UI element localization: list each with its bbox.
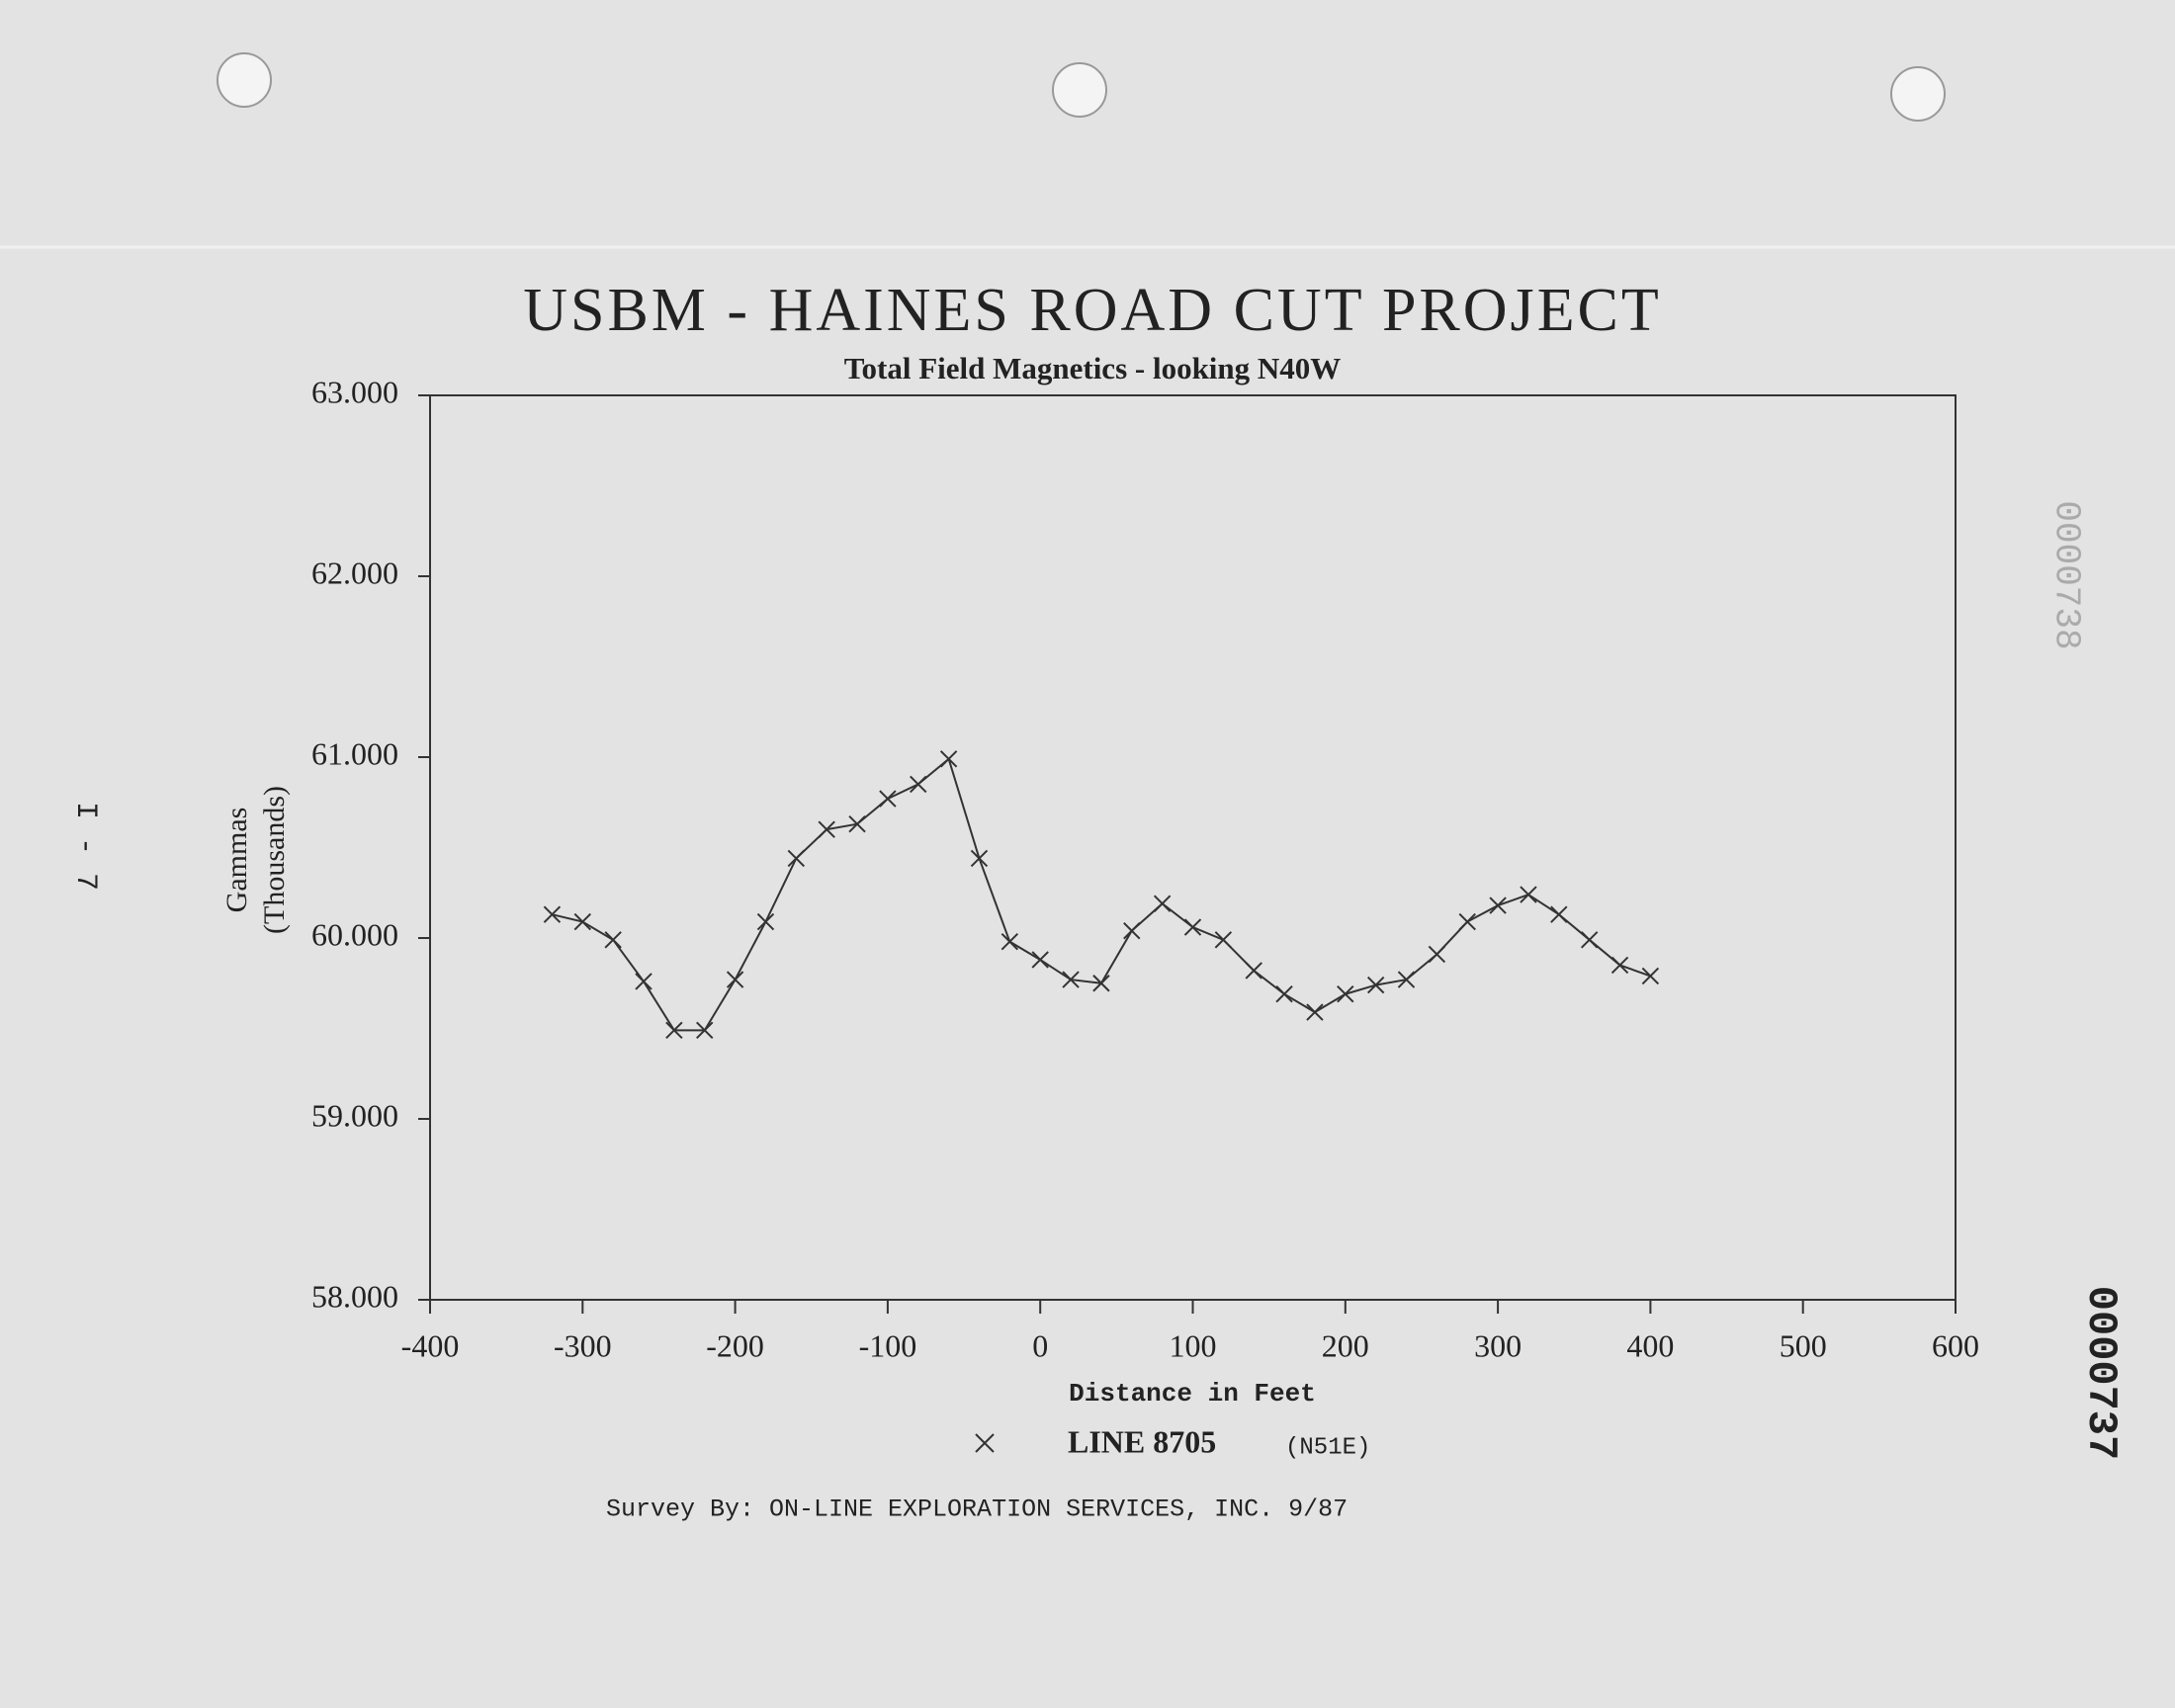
point-marker	[1306, 1003, 1324, 1021]
point-marker	[1580, 931, 1599, 949]
y-tick-label: 59.000	[311, 1097, 398, 1133]
point-marker	[635, 973, 652, 990]
x-tick-label: 300	[1474, 1327, 1522, 1363]
stamp: 0000738	[2045, 500, 2086, 649]
point-marker	[1337, 985, 1354, 1003]
point-marker	[848, 815, 866, 833]
point-marker	[1428, 945, 1446, 964]
point-marker	[1520, 886, 1537, 903]
x-tick-label: 200	[1322, 1327, 1369, 1363]
point-marker	[787, 849, 806, 868]
point-marker	[1550, 905, 1568, 923]
point-marker	[1489, 897, 1507, 914]
point-marker	[818, 820, 835, 838]
point-marker	[1062, 971, 1080, 988]
point-marker	[1123, 921, 1141, 940]
punch-hole	[217, 52, 272, 108]
point-marker	[573, 912, 592, 931]
point-marker	[1641, 967, 1660, 985]
point-marker	[879, 790, 897, 808]
point-marker	[1275, 985, 1293, 1003]
point-marker	[543, 905, 562, 923]
chart-subtitle: Total Field Magnetics - looking N40W	[844, 351, 1342, 385]
point-marker	[1183, 918, 1202, 936]
point-marker	[1610, 956, 1629, 975]
point-marker	[1000, 932, 1019, 951]
y-axis-label: (Thousands)	[258, 786, 291, 934]
y-tick-label: 63.000	[311, 374, 398, 409]
point-marker	[696, 1021, 714, 1040]
x-tick-label: 500	[1780, 1327, 1827, 1363]
x-tick-label: 0	[1032, 1327, 1048, 1363]
point-marker	[1366, 976, 1385, 994]
punch-hole	[1890, 66, 1946, 122]
y-axis-label: Gammas	[220, 808, 253, 913]
point-marker	[1458, 912, 1476, 931]
chart-title: USBM - HAINES ROAD CUT PROJECT	[523, 277, 1662, 344]
point-marker	[1397, 971, 1416, 988]
x-axis-label: Distance in Feet	[1069, 1379, 1316, 1409]
point-marker	[726, 971, 744, 988]
y-tick-label: 62.000	[311, 555, 398, 590]
stamp: 0000737	[2077, 1286, 2125, 1460]
point-marker	[1031, 951, 1049, 969]
y-tick-label: 58.000	[311, 1278, 398, 1314]
legend-marker	[975, 1433, 995, 1453]
point-marker	[1214, 931, 1233, 949]
point-marker	[756, 912, 775, 931]
footer: Survey By: ON-LINE EXPLORATION SERVICES,…	[606, 1495, 1348, 1524]
x-tick-label: -100	[859, 1327, 917, 1363]
point-marker	[665, 1021, 683, 1040]
y-tick-label: 61.000	[311, 735, 398, 771]
punch-hole	[1052, 62, 1107, 118]
page-number: I - 7	[68, 802, 102, 891]
point-marker	[939, 750, 958, 768]
point-marker	[1153, 895, 1172, 912]
x-tick-label: 100	[1170, 1327, 1217, 1363]
point-marker	[910, 775, 927, 794]
x-tick-label: -200	[706, 1327, 764, 1363]
point-marker	[604, 931, 622, 949]
point-marker	[970, 849, 989, 868]
x-tick-label: -400	[401, 1327, 460, 1363]
x-tick-label: -300	[554, 1327, 612, 1363]
x-tick-label: 600	[1932, 1327, 1979, 1363]
legend-label: LINE 8705	[1068, 1423, 1216, 1459]
x-tick-label: 400	[1626, 1327, 1674, 1363]
point-marker	[1245, 962, 1262, 980]
legend-note: (N51E)	[1285, 1434, 1370, 1461]
point-marker	[1092, 975, 1110, 992]
y-tick-label: 60.000	[311, 916, 398, 952]
